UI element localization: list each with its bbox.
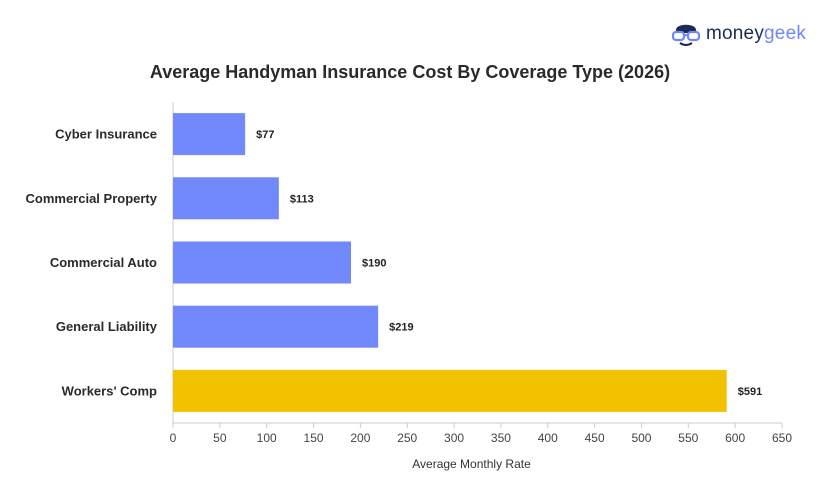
bar — [173, 177, 279, 220]
x-tick-label: 350 — [491, 431, 511, 445]
bar — [173, 241, 352, 284]
data-label: $219 — [389, 322, 413, 334]
x-tick-label: 650 — [772, 431, 792, 445]
category-label: Commercial Property — [26, 191, 158, 206]
x-axis-title: Average Monthly Rate — [412, 457, 531, 471]
x-tick-label: 150 — [304, 431, 324, 445]
category-label: Workers' Comp — [62, 383, 157, 398]
category-label: Commercial Auto — [50, 255, 157, 270]
logo-text-geek: geek — [764, 23, 807, 44]
x-tick-label: 300 — [444, 431, 464, 445]
bar — [173, 113, 246, 156]
data-label: $591 — [738, 386, 762, 398]
x-tick-label: 200 — [350, 431, 370, 445]
data-label: $190 — [362, 258, 386, 270]
nerd-glasses-icon — [672, 24, 700, 46]
x-tick-label: 500 — [631, 431, 651, 445]
x-tick-label: 50 — [213, 431, 227, 445]
x-tick-label: 100 — [257, 431, 277, 445]
x-tick-label: 450 — [585, 431, 605, 445]
category-label: General Liability — [56, 319, 158, 334]
chart-title: Average Handyman Insurance Cost By Cover… — [149, 62, 671, 82]
logo-text-money: money — [706, 23, 765, 44]
bar — [173, 305, 379, 348]
data-label: $77 — [256, 129, 274, 141]
data-label: $113 — [290, 193, 314, 205]
moneygeek-logo: moneygeek — [672, 20, 806, 48]
bar — [173, 369, 727, 412]
x-tick-label: 600 — [725, 431, 745, 445]
x-tick-label: 250 — [397, 431, 417, 445]
category-label: Cyber Insurance — [55, 127, 157, 142]
x-tick-label: 550 — [678, 431, 698, 445]
x-tick-label: 400 — [538, 431, 558, 445]
x-tick-label: 0 — [170, 431, 177, 445]
